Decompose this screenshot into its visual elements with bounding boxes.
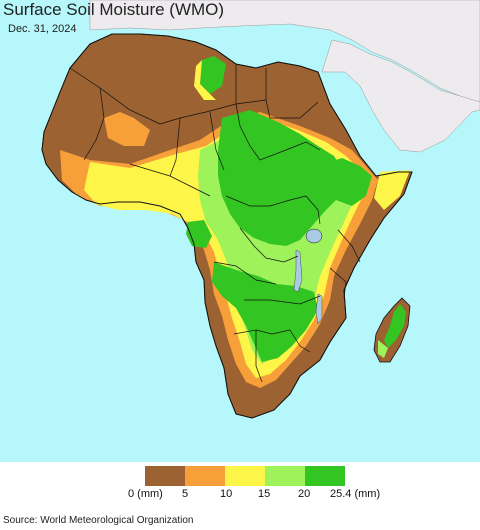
country-borders — [69, 64, 361, 383]
legend-colorbar — [145, 466, 345, 486]
legend-swatch-2 — [225, 466, 265, 486]
lake-victoria — [305, 228, 323, 244]
zone-wet-south — [212, 262, 318, 362]
soil-moisture-map — [0, 0, 480, 462]
europe-middle-east-land — [89, 0, 480, 103]
map-date: Dec. 31, 2024 — [8, 23, 77, 35]
zone-wet-ethiopia — [324, 158, 372, 206]
lake-tanganyika — [293, 249, 303, 293]
map-title: Surface Soil Moisture (WMO) — [3, 0, 225, 19]
madagascar-wet — [384, 304, 406, 348]
legend-tick-20: 20 — [298, 488, 311, 500]
lake-malawi — [315, 293, 323, 325]
legend-swatch-3 — [265, 466, 305, 486]
legend-swatch-0 — [145, 466, 185, 486]
legend-tick-0: 0 (mm) — [128, 488, 163, 500]
legend-tick-10: 10 — [220, 488, 233, 500]
africa-coastline — [41, 33, 413, 419]
zone-wet — [218, 110, 344, 246]
legend-tick-25: 25.4 (mm) — [330, 488, 381, 500]
zone-sahara-moist — [194, 60, 216, 100]
source-credit: Source: World Meteorological Organizatio… — [3, 515, 194, 526]
legend-tick-5: 5 — [182, 488, 189, 500]
zone-somalia-mid — [374, 170, 410, 210]
zone-sahara-wet — [200, 56, 226, 94]
arabian-peninsula — [321, 39, 480, 153]
legend-swatch-1 — [185, 466, 225, 486]
madagascar-moist — [378, 340, 388, 358]
legend-tick-15: 15 — [258, 488, 271, 500]
zone-algeria-low — [104, 112, 150, 146]
legend-swatch-4 — [305, 466, 345, 486]
